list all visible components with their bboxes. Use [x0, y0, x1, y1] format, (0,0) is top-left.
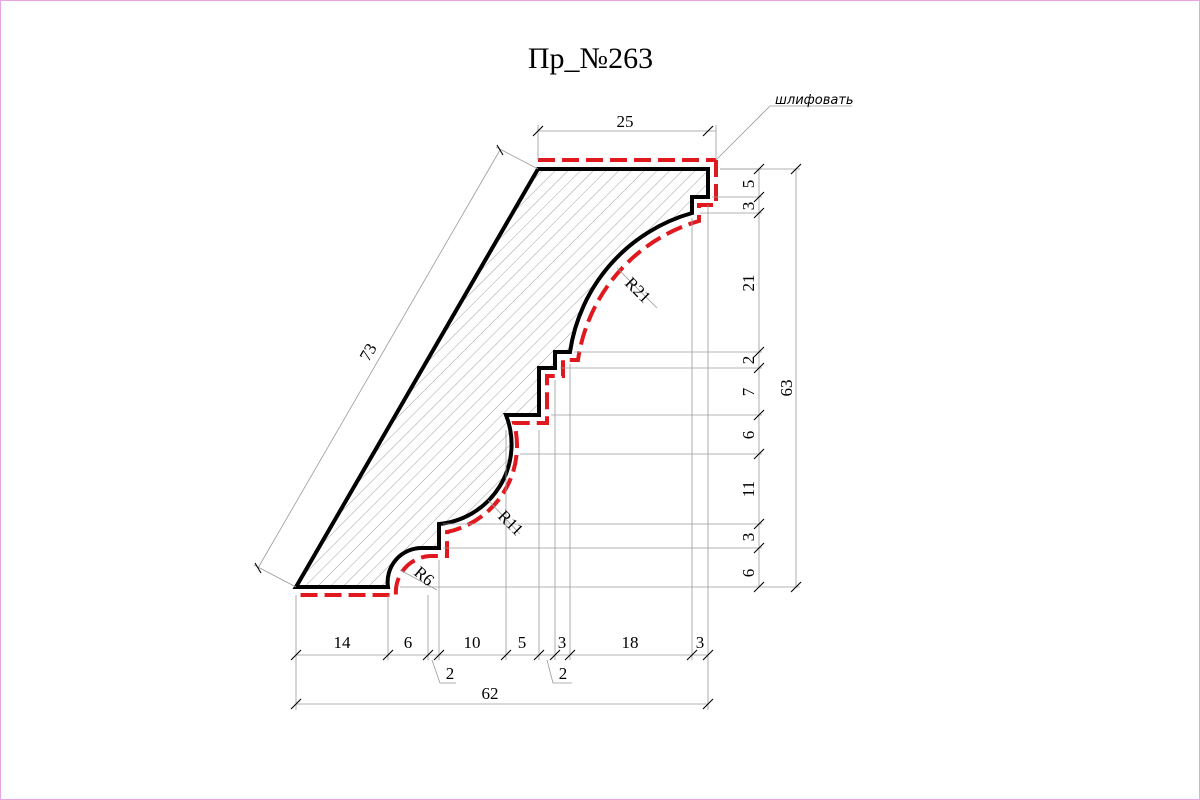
- dim-right-6b: 6: [739, 569, 758, 578]
- sanding-note: шлифовать: [715, 93, 854, 161]
- dim-bottom-3a: 3: [558, 633, 567, 652]
- dim-right-3a: 3: [739, 202, 758, 211]
- dim-right-21: 21: [739, 275, 758, 292]
- right-dimension-ticks: [753, 163, 802, 593]
- dim-right-total: 63: [777, 380, 796, 397]
- dim-bottom-18: 18: [622, 633, 639, 652]
- bottom-extension-lines: [295, 205, 709, 710]
- dim-bottom-2b: 2: [559, 664, 568, 683]
- dim-bottom-10: 10: [464, 633, 481, 652]
- top-width-dimension: 25: [532, 112, 717, 160]
- bottom-dimension-labels: 14 6 10 5 3 18 3 2 2 62: [334, 633, 705, 703]
- radius-r6: R6: [410, 563, 437, 590]
- sanding-line: [296, 158, 718, 597]
- profile-title: Пр_№263: [527, 42, 654, 75]
- dim-right-3b: 3: [739, 533, 758, 542]
- sanding-note-text: шлифовать: [775, 93, 854, 108]
- dim-bottom-14: 14: [334, 633, 352, 652]
- dim-right-5: 5: [739, 180, 758, 189]
- dim-bottom-total: 62: [482, 684, 499, 703]
- right-extension-lines: [400, 168, 800, 588]
- profile-body: [292, 167, 710, 589]
- dim-bottom-3b: 3: [696, 633, 705, 652]
- dim-right-11: 11: [739, 481, 758, 497]
- radius-r21: R21: [621, 273, 654, 306]
- right-dimension-labels: 5 3 21 2 7 6 11 3 6 63: [739, 180, 796, 578]
- dim-top-25: 25: [617, 112, 634, 131]
- dim-right-6a: 6: [739, 431, 758, 440]
- dim-slant-73: 73: [356, 340, 381, 364]
- bottom-dimension-ticks: [290, 649, 714, 710]
- dim-bottom-5: 5: [518, 633, 527, 652]
- dim-bottom-6: 6: [404, 633, 413, 652]
- dim-right-7: 7: [739, 387, 758, 396]
- dim-right-2: 2: [739, 356, 758, 365]
- dim-bottom-2a: 2: [446, 664, 455, 683]
